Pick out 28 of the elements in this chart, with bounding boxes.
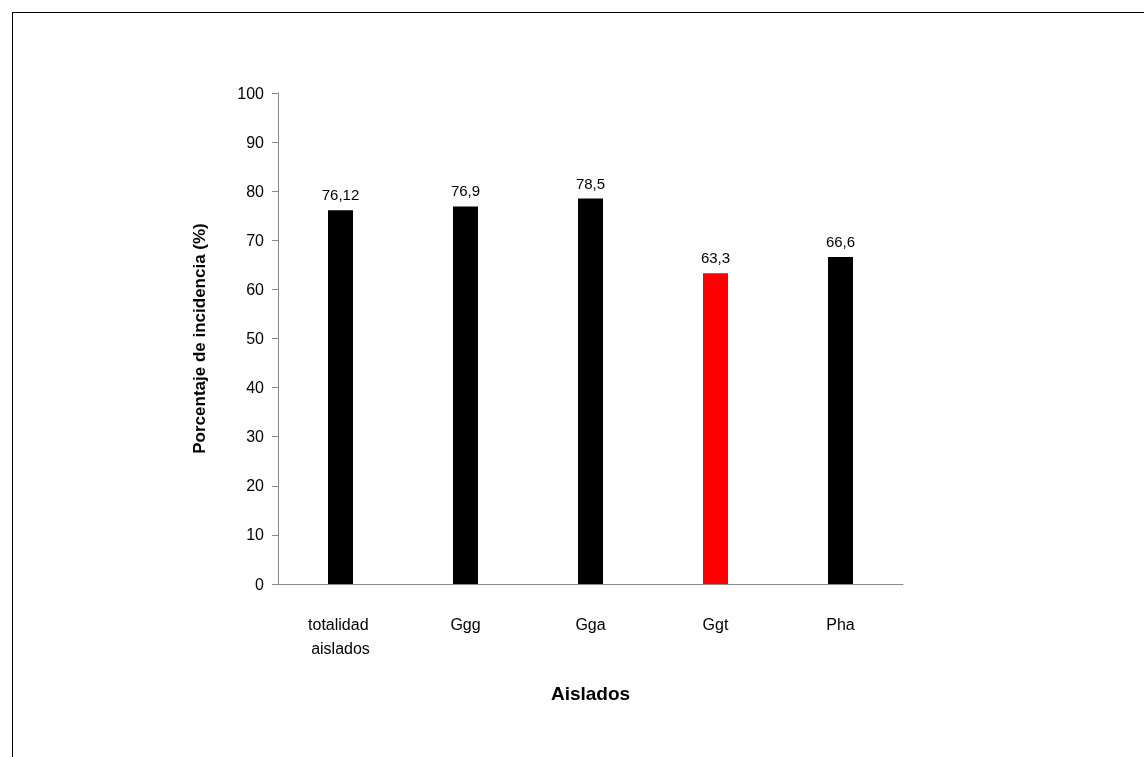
data-label: 76,9 [450,182,481,200]
x-axis-title: Aislados [550,683,631,704]
data-label: 76,12 [321,186,360,204]
y-tick-label: 30 [246,428,265,446]
data-label: 63,3 [700,249,731,267]
y-tick-label: 100 [237,84,265,102]
y-tick-label: 20 [246,477,265,495]
x-tick-label: Ggt [702,615,729,633]
bar [828,256,853,584]
y-tick-label: 0 [255,575,265,593]
x-tick-label: totalidad aislados [308,615,373,657]
y-tick-label: 10 [246,526,265,544]
bar [578,198,603,584]
x-tick-label: Gga [575,615,606,633]
y-tick-label: 80 [246,182,265,200]
x-tick-label: Ggg [450,615,481,633]
x-tick-label: Pha [826,615,855,633]
y-tick-label: 90 [246,133,265,151]
bar [703,273,728,584]
bar [453,206,478,584]
y-tick-label: 60 [246,280,265,298]
bar [328,210,353,584]
y-axis-title: Porcentaje de incidencia (%) [190,223,209,454]
y-tick-label: 50 [246,330,265,347]
data-label: 66,6 [825,232,856,250]
y-tick-label: 40 [246,379,265,397]
y-tick-label: 70 [246,231,265,249]
data-label: 78,5 [575,174,606,192]
